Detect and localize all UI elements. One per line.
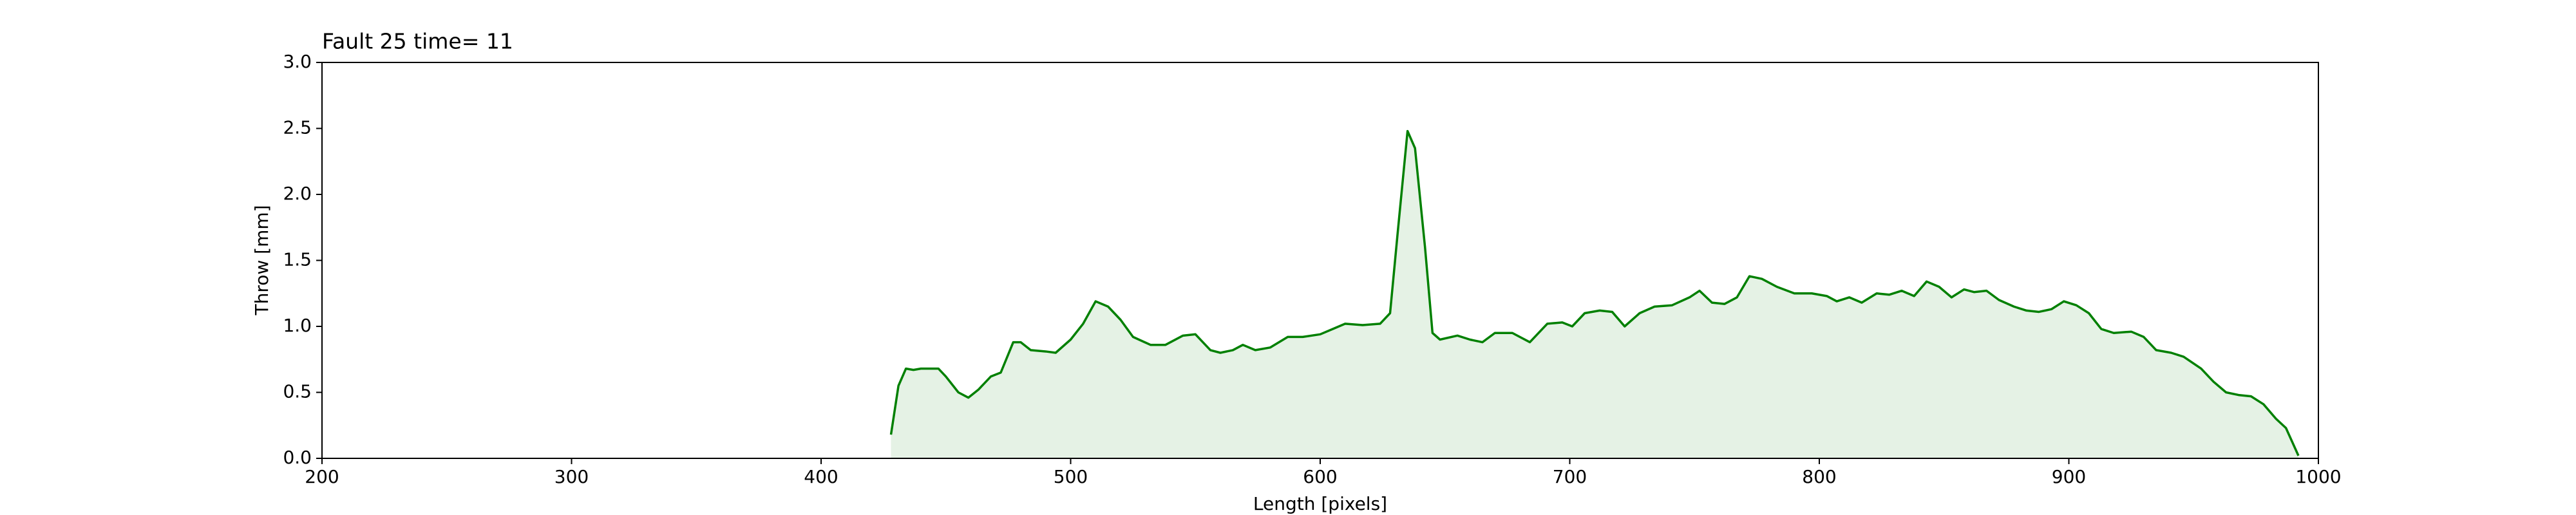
- x-tick-label: 400: [804, 466, 838, 487]
- x-axis-label: Length [pixels]: [1253, 493, 1387, 514]
- area-fill: [891, 131, 2298, 458]
- x-tick-label: 500: [1054, 466, 1088, 487]
- x-tick-label: 600: [1303, 466, 1337, 487]
- y-tick-label: 1.0: [283, 315, 312, 336]
- y-tick-label: 2.5: [283, 117, 312, 138]
- chart-title: Fault 25 time= 11: [322, 29, 513, 54]
- y-tick-label: 0.5: [283, 381, 312, 402]
- x-tick-label: 800: [1802, 466, 1836, 487]
- x-tick-label: 1000: [2295, 466, 2341, 487]
- x-tick-label: 900: [2052, 466, 2086, 487]
- y-tick-label: 0.0: [283, 447, 312, 468]
- x-tick-label: 700: [1553, 466, 1587, 487]
- y-tick-label: 3.0: [283, 51, 312, 72]
- y-tick-label: 2.0: [283, 183, 312, 204]
- line: [889, 129, 2300, 456]
- y-axis-label: Throw [mm]: [251, 205, 272, 315]
- y-tick-label: 1.5: [283, 249, 312, 270]
- x-tick-label: 200: [305, 466, 339, 487]
- x-tick-label: 300: [554, 466, 589, 487]
